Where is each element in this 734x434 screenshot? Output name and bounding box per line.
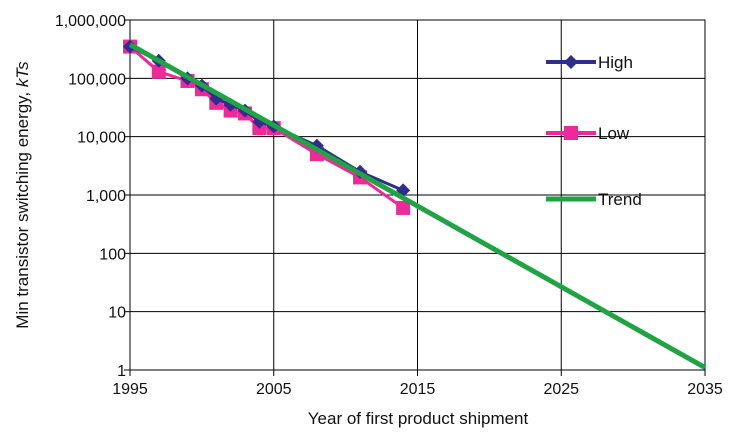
y-tick-label: 1,000,000 (55, 13, 126, 30)
series (123, 39, 707, 370)
series-line-trend (128, 42, 707, 370)
legend: High Low Trend (546, 53, 642, 209)
x-tick-label: 1995 (112, 381, 148, 398)
legend-item-low: Low (546, 124, 630, 143)
legend-item-trend: Trend (546, 190, 642, 209)
series-trend (128, 42, 707, 370)
legend-item-high: High (546, 53, 633, 72)
x-tick-label: 2015 (400, 381, 436, 398)
legend-marker-low (564, 126, 578, 140)
y-tick-label: 100,000 (68, 71, 126, 88)
data-point-low (396, 200, 411, 215)
legend-label-high: High (598, 53, 633, 72)
y-tick-label: 100 (99, 246, 126, 263)
x-tick-label: 2035 (687, 381, 723, 398)
x-axis-title: Year of first product shipment (308, 409, 529, 428)
y-tick-label: 10 (108, 305, 126, 322)
legend-marker-high (564, 55, 578, 69)
legend-label-trend: Trend (598, 190, 642, 209)
plot-frame (129, 19, 706, 371)
tick-labels: 1 10 100 1,000 10,000 100,000 1,000,000 1995 200… (55, 13, 723, 398)
y-axis-title-italic: kTs (13, 61, 32, 87)
y-tick-label: 1,000 (86, 188, 126, 205)
x-tick-label: 2005 (256, 381, 292, 398)
x-tick-label: 2025 (543, 381, 579, 398)
y-axis-title-main: Min transistor switching energy, (13, 87, 32, 329)
legend-label-low: Low (598, 124, 630, 143)
data-point-low (151, 64, 166, 79)
y-tick-label: 1 (117, 363, 126, 380)
y-axis-title: Min transistor switching energy, kTs (13, 61, 32, 329)
y-tick-label: 10,000 (77, 130, 126, 147)
axes (124, 19, 706, 376)
